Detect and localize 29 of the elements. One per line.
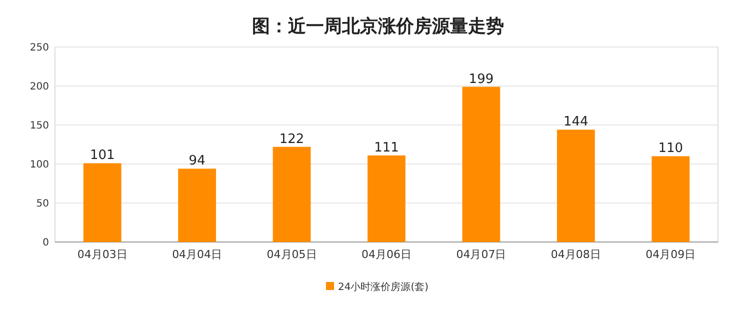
x-tick-label: 04月09日 bbox=[646, 248, 696, 261]
data-label: 122 bbox=[279, 132, 304, 147]
data-label: 110 bbox=[658, 141, 684, 156]
bar bbox=[556, 130, 595, 242]
chart-title: 图：近一周北京涨价房源量走势 bbox=[252, 16, 504, 37]
data-label: 94 bbox=[188, 154, 206, 169]
y-tick-label: 0 bbox=[42, 238, 49, 248]
y-tick-label: 150 bbox=[30, 120, 49, 132]
bar bbox=[83, 163, 122, 242]
bar bbox=[652, 156, 690, 242]
y-tick-label: 250 bbox=[30, 42, 49, 54]
x-tick-label: 04月07日 bbox=[456, 248, 506, 261]
x-tick-label: 04月04日 bbox=[172, 248, 222, 261]
bar bbox=[462, 86, 500, 242]
x-tick-label: 04月08日 bbox=[550, 248, 601, 261]
y-tick-label: 50 bbox=[36, 198, 49, 210]
y-tick-label: 100 bbox=[30, 160, 49, 170]
bar bbox=[178, 168, 216, 242]
x-tick-label: 04月03日 bbox=[77, 248, 128, 261]
bar bbox=[272, 146, 311, 242]
x-tick-label: 04月05日 bbox=[266, 248, 317, 261]
bar bbox=[368, 155, 406, 242]
data-label: 101 bbox=[90, 148, 115, 164]
legend-label: 24小时涨价房源(套) bbox=[338, 281, 429, 293]
x-tick-label: 04月06日 bbox=[362, 248, 412, 261]
data-label: 111 bbox=[374, 140, 399, 156]
data-label: 199 bbox=[468, 72, 494, 87]
data-label: 144 bbox=[564, 114, 588, 130]
y-tick-label: 200 bbox=[30, 82, 49, 92]
